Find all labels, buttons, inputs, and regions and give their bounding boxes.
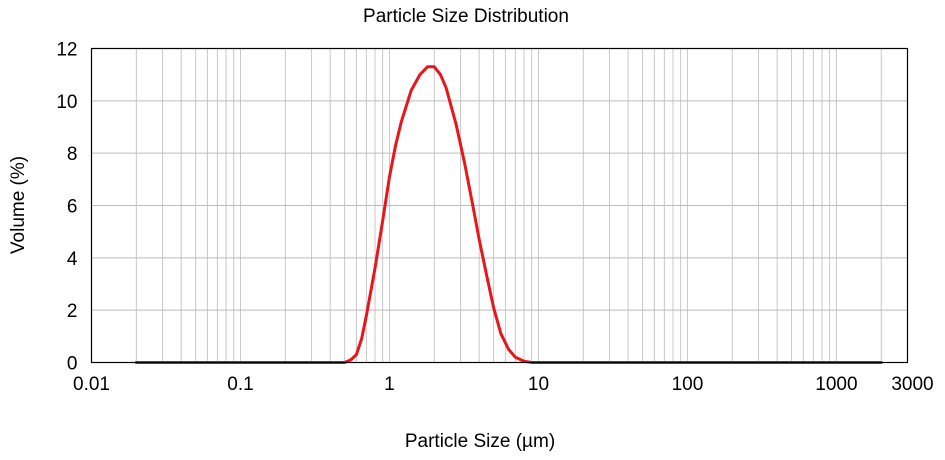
y-tick-label: 8 [67,144,78,165]
x-tick-label: 1000 [815,374,857,395]
x-tick-labels: 0.01 0.1 1 10 100 1000 3000 [73,374,934,395]
series-line [134,65,883,364]
y-tick-label: 6 [67,197,78,218]
y-tick-label: 10 [56,92,77,113]
x-axis-label: Particle Size (µm) [405,431,555,452]
x-tick-label: 10 [528,374,549,395]
x-tick-label: 0.1 [227,374,253,395]
major-gridlines [91,48,908,363]
y-axis-label: Volume (%) [8,156,29,254]
y-tick-label: 2 [67,301,78,322]
chart-title: Particle Size Distribution [363,6,569,27]
y-tick-label: 0 [67,354,78,375]
y-tick-label: 12 [56,40,77,61]
y-tick-label: 4 [67,249,78,270]
plot-frame [90,47,909,364]
x-tick-label: 3000 [891,374,933,395]
y-tick-labels: 0 2 4 6 8 10 12 [56,40,78,375]
x-tick-label: 0.01 [73,374,110,395]
x-tick-label: 1 [384,374,395,395]
x-tick-label: 100 [672,374,704,395]
series-layer [134,65,883,364]
